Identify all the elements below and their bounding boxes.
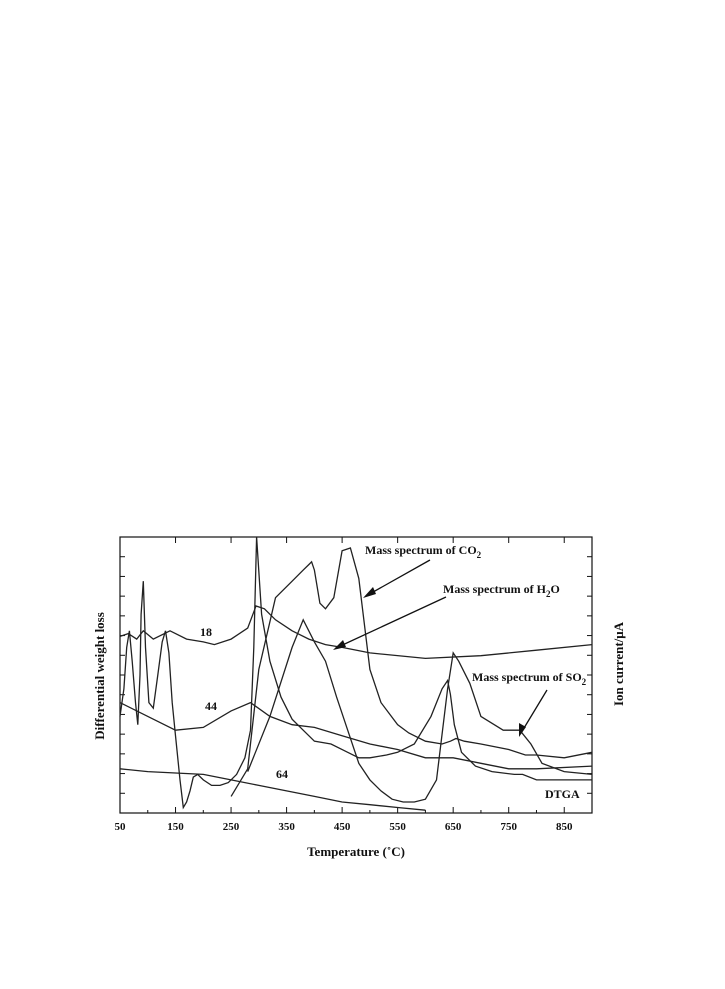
svg-text:Mass spectrum of H2O: Mass spectrum of H2O bbox=[443, 582, 560, 599]
series-label-18: 18 bbox=[200, 625, 212, 639]
x-tick-label: 850 bbox=[556, 821, 573, 833]
x-tick-label: 550 bbox=[389, 821, 406, 833]
series-label-44: 44 bbox=[205, 699, 217, 713]
y-axis-title-left: Differential weight loss bbox=[92, 612, 107, 740]
annotation-co2-text: Mass spectrum of CO bbox=[365, 543, 477, 557]
series-line-64 bbox=[119, 768, 426, 811]
annotation-so2-arrowhead bbox=[519, 723, 526, 737]
annotation-h2o-text: Mass spectrum of H bbox=[443, 582, 547, 596]
x-tick-label: 650 bbox=[445, 821, 462, 833]
x-tick-label: 250 bbox=[223, 821, 240, 833]
x-tick-label: 450 bbox=[334, 821, 351, 833]
svg-text:Mass spectrum of SO2: Mass spectrum of SO2 bbox=[472, 670, 587, 687]
annotation-so2-sub: 2 bbox=[582, 677, 587, 687]
x-axis-title: Temperature (˚C) bbox=[307, 844, 405, 859]
annotation-so2: Mass spectrum of SO2 bbox=[472, 670, 587, 737]
annotation-h2o-sub: 2 bbox=[546, 589, 551, 599]
annotation-co2-sub: 2 bbox=[477, 550, 482, 560]
annotation-so2-text: Mass spectrum of SO bbox=[472, 670, 582, 684]
annotation-co2: Mass spectrum of CO2 bbox=[363, 543, 482, 598]
x-tick-label: 50 bbox=[115, 821, 127, 833]
series-line-co2 bbox=[230, 547, 593, 797]
x-tick-label: 350 bbox=[278, 821, 295, 833]
annotation-h2o: Mass spectrum of H2O bbox=[333, 582, 560, 650]
annotation-so2-arrow bbox=[520, 689, 548, 734]
series-group bbox=[119, 536, 593, 811]
series-label-dtga: DTGA bbox=[545, 787, 580, 801]
x-axis-ticks: 50 150 250 350 450 550 650 750 850 bbox=[115, 537, 573, 833]
annotation-co2-arrow bbox=[365, 559, 431, 597]
annotation-h2o-arrowhead bbox=[333, 640, 346, 650]
annotation-h2o-arrow bbox=[335, 596, 447, 649]
series-line-18 bbox=[119, 605, 593, 660]
y-axis-title-right: Ion current/μA bbox=[611, 621, 626, 706]
svg-text:Mass spectrum of CO2: Mass spectrum of CO2 bbox=[365, 543, 482, 560]
series-line-44 bbox=[119, 701, 593, 770]
x-tick-label: 750 bbox=[500, 821, 517, 833]
annotation-co2-arrowhead bbox=[363, 587, 376, 598]
series-label-64: 64 bbox=[276, 767, 288, 781]
x-tick-label: 150 bbox=[167, 821, 184, 833]
annotation-h2o-tail: O bbox=[550, 582, 559, 596]
series-line-so2 bbox=[247, 618, 593, 803]
